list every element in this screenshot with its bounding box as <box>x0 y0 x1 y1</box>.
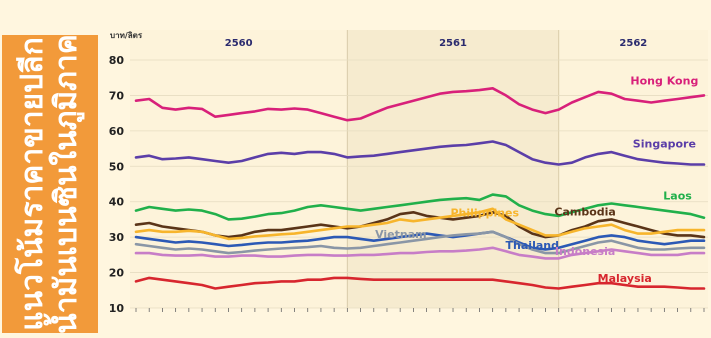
y-tick-label: 80 <box>109 54 125 67</box>
series-label-malaysia: Malaysia <box>598 272 652 285</box>
series-label-indonesia: Indonesia <box>555 245 615 258</box>
y-tick-label: 40 <box>109 196 125 209</box>
y-tick-label: 50 <box>109 160 125 173</box>
series-label-vietnam: Vietnam <box>375 228 427 241</box>
series-label-singapore: Singapore <box>633 138 696 151</box>
y-tick-label: 70 <box>109 89 125 102</box>
period-label: 2562 <box>619 38 647 49</box>
series-label-laos: Laos <box>663 189 692 202</box>
y-tick-label: 60 <box>109 125 125 138</box>
series-line-vietnam <box>134 230 706 255</box>
period-label: 2561 <box>439 38 467 49</box>
y-axis-label: บาท/ลิตร <box>110 31 143 40</box>
series-line-philippines <box>134 207 706 241</box>
series-line-indonesia <box>134 246 706 260</box>
period-label: 2560 <box>225 38 253 49</box>
series-line-thailand <box>134 230 706 251</box>
series-label-philippines: Philippines <box>451 207 520 220</box>
series-label-hong-kong: Hong Kong <box>630 75 698 88</box>
series-line-hong-kong <box>134 87 706 122</box>
period-band <box>347 30 559 308</box>
series-label-thailand: Thailand <box>506 239 559 252</box>
series-line-laos <box>134 193 706 221</box>
period-band <box>558 30 708 308</box>
series-label-cambodia: Cambodia <box>554 206 615 219</box>
period-band <box>130 30 348 308</box>
y-tick-label: 10 <box>109 302 125 315</box>
side-title-panel: แนวโน้มราคาขายปลีก น้ำมันเบนซินในภูมิภาค <box>2 34 98 334</box>
series-line-malaysia <box>134 276 706 290</box>
y-tick-label: 20 <box>109 267 125 280</box>
series-line-cambodia <box>134 211 706 239</box>
y-tick-label: 30 <box>109 231 125 244</box>
series-line-singapore <box>134 140 706 166</box>
